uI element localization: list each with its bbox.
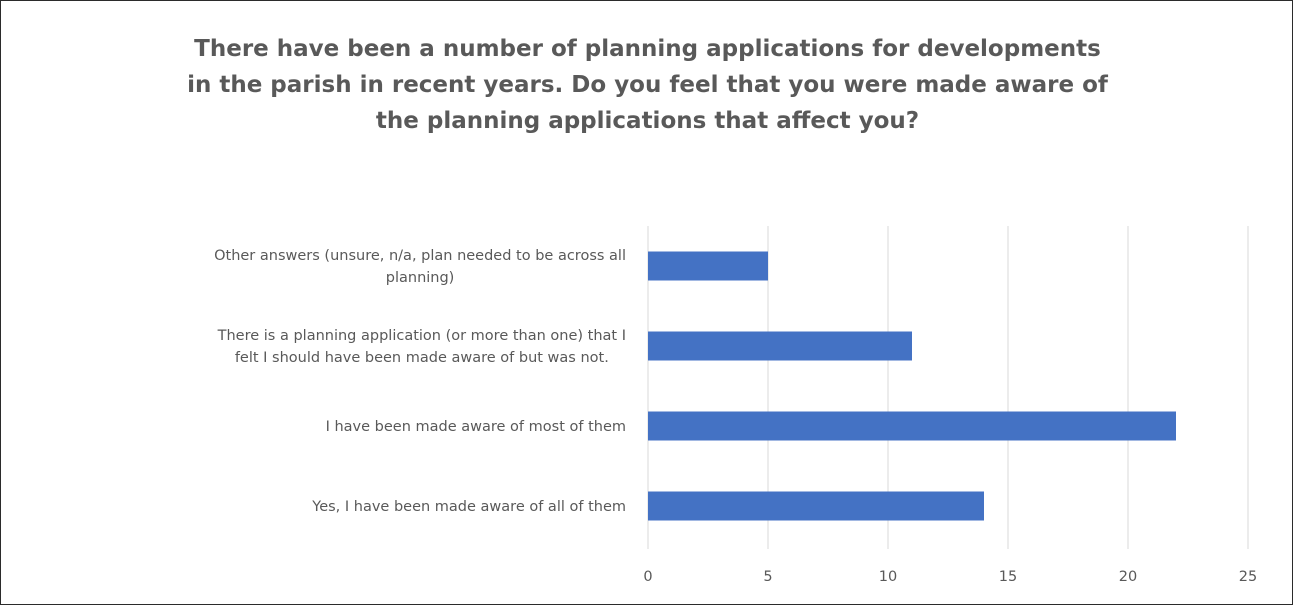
category-label: Yes, I have been made aware of all of th… [311,499,626,515]
x-tick-labels: 0 5 10 15 20 25 [643,569,1257,585]
bars [648,251,1176,521]
x-tick-label: 25 [1239,569,1257,585]
bar [648,491,984,521]
x-tick-label: 20 [1119,569,1137,585]
bar [648,251,768,281]
chart-title-line-3: the planning applications that affect yo… [375,108,920,134]
x-tick-label: 10 [879,569,897,585]
chart-title: There have been a number of planning app… [41,31,1254,139]
x-tick-label: 15 [999,569,1017,585]
category-label: I have been made aware of most of them [326,419,626,435]
bar [648,331,912,361]
bar [648,411,1176,441]
category-labels: Other answers (unsure, n/a, plan needed … [214,248,626,515]
x-tick-label: 5 [763,569,772,585]
x-tick-label: 0 [643,569,652,585]
chart-title-line-2: in the parish in recent years. Do you fe… [187,72,1108,98]
chart-title-line-1: There have been a number of planning app… [194,36,1101,62]
category-label: There is a planning application (or more… [217,328,626,366]
category-label: Other answers (unsure, n/a, plan needed … [214,248,626,286]
